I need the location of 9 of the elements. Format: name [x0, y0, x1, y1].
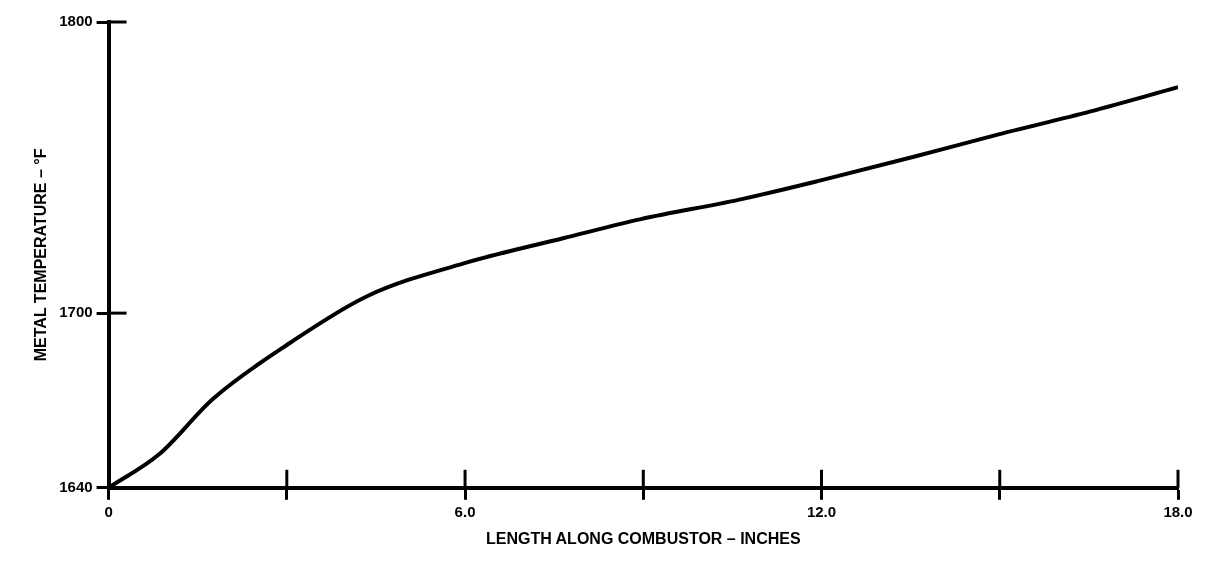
x-tick-label: 6.0: [454, 502, 476, 520]
y-axis-title: METAL TEMPERATURE – °F: [32, 148, 50, 362]
y-tick-label: 1640: [59, 477, 93, 495]
y-tick-label: 1700: [59, 303, 93, 321]
x-axis-title: LENGTH ALONG COMBUSTOR – INCHES: [485, 529, 801, 547]
x-tick-label: 12.0: [806, 502, 837, 520]
y-tick-label: 1800: [59, 12, 93, 30]
x-tick-label: 18.0: [1163, 502, 1193, 520]
x-tick-label: 0: [104, 502, 113, 520]
